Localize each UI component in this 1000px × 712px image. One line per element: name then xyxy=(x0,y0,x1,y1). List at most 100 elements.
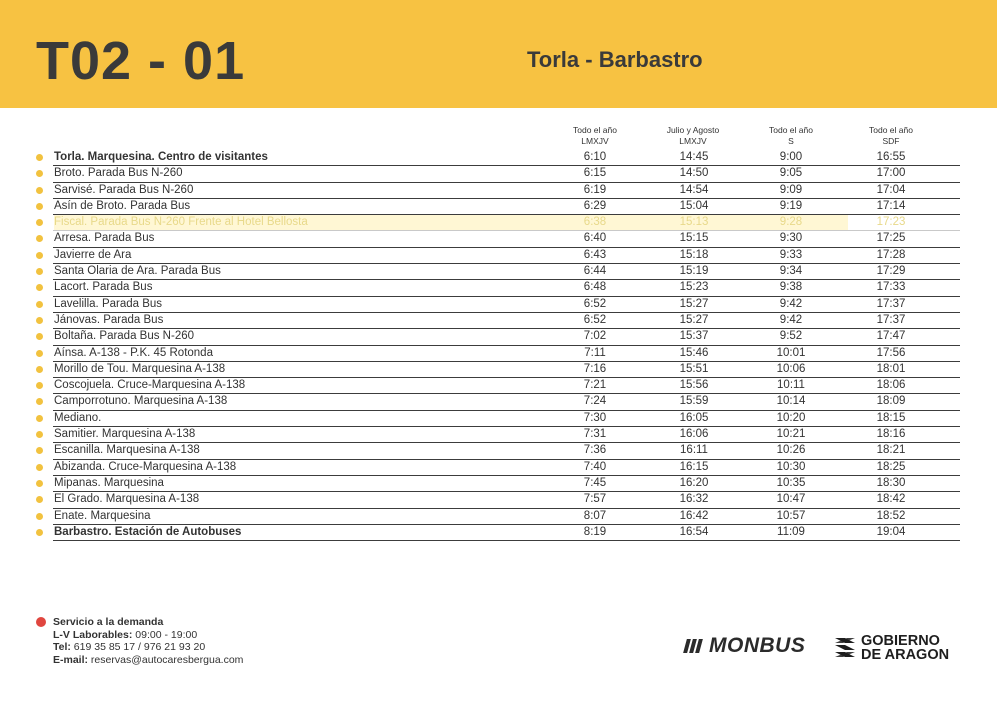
departure-time: 17:23 xyxy=(876,216,906,229)
departure-time: 10:06 xyxy=(776,362,806,375)
departure-time: 10:30 xyxy=(776,460,806,473)
stop-dot-icon xyxy=(36,496,43,504)
departure-time: 7:31 xyxy=(583,428,607,441)
departure-time: 7:30 xyxy=(583,411,607,424)
stop-name: Aínsa. A-138 - P.K. 45 Rotonda xyxy=(54,346,213,359)
stop-name: Coscojuela. Cruce-Marquesina A-138 xyxy=(54,379,246,392)
departure-time: 15:04 xyxy=(679,199,709,212)
table-row: Broto. Parada Bus N-260 6:15 14:50 9:05 17:0… xyxy=(30,166,960,183)
table-row: Boltaña. Parada Bus N-260 7:02 15:37 9:52 17… xyxy=(30,329,960,346)
table-row: Aínsa. A-138 - P.K. 45 Rotonda 7:11 15:46 1… xyxy=(30,346,960,362)
table-row: Mipanas. Marquesina 7:45 16:20 10:35 18:30 xyxy=(30,476,960,493)
column-header-2: Todo el año S xyxy=(746,125,836,147)
stop-name: Camporrotuno. Marquesina A-138 xyxy=(54,395,228,408)
departure-time: 9:42 xyxy=(779,313,803,326)
departure-time: 7:45 xyxy=(583,476,607,489)
departure-time: 18:52 xyxy=(876,509,906,522)
column-header-line1: Todo el año xyxy=(869,125,913,135)
departure-time: 18:16 xyxy=(876,428,906,441)
departure-time: 16:32 xyxy=(679,493,709,506)
service-phone: Tel: 619 35 85 17 / 976 21 93 20 xyxy=(53,641,243,654)
departure-time: 18:42 xyxy=(876,493,906,506)
table-row: Escanilla. Marquesina A-138 7:36 16:11 10:2… xyxy=(30,443,960,460)
departure-time: 17:25 xyxy=(876,232,906,245)
table-row: Lavelilla. Parada Bus 6:52 15:27 9:42 17:37 xyxy=(30,297,960,313)
stop-name: Samitier. Marquesina A-138 xyxy=(54,428,196,441)
departure-time: 6:52 xyxy=(583,297,607,310)
departure-time: 10:20 xyxy=(776,411,806,424)
departure-time: 10:26 xyxy=(776,444,806,457)
stop-dot-icon xyxy=(36,447,43,455)
table-row: Torla. Marquesina. Centro de visitantes 6… xyxy=(30,150,960,167)
row-divider xyxy=(53,197,960,199)
table-row: Barbastro. Estación de Autobuses 8:19 16:5… xyxy=(30,525,960,542)
stop-name: Boltaña. Parada Bus N-260 xyxy=(54,330,195,343)
departure-time: 18:01 xyxy=(876,362,906,375)
header-banner: T02 - 01 Torla - Barbastro xyxy=(0,0,997,108)
monbus-wordmark: MONBUS xyxy=(709,634,806,657)
row-divider xyxy=(53,393,960,395)
line-code: T02 - 01 xyxy=(36,31,246,91)
departure-time: 7:36 xyxy=(583,444,607,457)
column-header-0: Todo el año LMXJV xyxy=(550,125,640,147)
stop-dot-icon xyxy=(36,382,43,390)
departure-time: 17:28 xyxy=(876,248,906,261)
table-row: Coscojuela. Cruce-Marquesina A-138 7:21 15… xyxy=(30,378,960,395)
departure-time: 6:19 xyxy=(583,183,607,196)
departure-time: 17:56 xyxy=(876,346,906,359)
row-divider xyxy=(53,295,960,297)
departure-time: 10:35 xyxy=(776,476,806,489)
row-divider xyxy=(53,507,960,509)
row-divider xyxy=(53,426,960,428)
hours-value: 09:00 - 19:00 xyxy=(132,628,198,641)
gobierno-line1: GOBIERNO xyxy=(861,633,940,649)
departure-time: 14:50 xyxy=(679,167,709,180)
stop-name: Asín de Broto. Parada Bus xyxy=(54,199,191,212)
monbus-bars-icon xyxy=(683,639,705,653)
row-divider xyxy=(53,474,960,476)
stop-name: Fiscal. Parada Bus N-260 Frente al Hotel… xyxy=(54,216,308,229)
departure-time: 15:27 xyxy=(679,297,709,310)
row-divider xyxy=(53,279,960,281)
departure-time: 16:11 xyxy=(680,444,708,457)
departure-time: 7:57 xyxy=(583,493,607,506)
departure-time: 15:56 xyxy=(679,379,709,392)
departure-time: 17:37 xyxy=(876,297,906,310)
stop-name: Santa Olaria de Ara. Parada Bus xyxy=(54,265,221,278)
row-divider xyxy=(53,328,960,330)
table-row: Asín de Broto. Parada Bus 6:29 15:04 9:19 17… xyxy=(30,199,960,216)
departure-time: 19:04 xyxy=(876,525,906,538)
departure-time: 15:51 xyxy=(679,362,709,375)
stop-dot-icon xyxy=(36,528,43,536)
column-header-line2: SDF xyxy=(882,136,900,146)
table-row: Javierre de Ara 6:43 15:18 9:33 17:28 xyxy=(30,248,960,265)
gobierno-line2: DE ARAGON xyxy=(861,647,950,663)
departure-time: 18:21 xyxy=(876,444,906,457)
departure-time: 9:09 xyxy=(779,183,803,196)
stop-name: Barbastro. Estación de Autobuses xyxy=(54,525,242,538)
table-row: Arresa. Parada Bus 6:40 15:15 9:30 17:25 xyxy=(30,231,960,248)
stop-dot-icon xyxy=(36,463,43,471)
stop-dot-icon xyxy=(36,300,43,308)
departure-time: 8:07 xyxy=(583,509,607,522)
table-row: Jánovas. Parada Bus 6:52 15:27 9:42 17:37 xyxy=(30,313,960,330)
departure-time: 15:46 xyxy=(679,346,709,359)
gobierno-wordmark: GOBIERNO DE ARAGON xyxy=(861,633,950,663)
monbus-logo: MONBUS xyxy=(683,634,805,658)
stop-name: Javierre de Ara xyxy=(54,248,132,261)
departure-time: 15:23 xyxy=(679,281,709,294)
departure-time: 6:43 xyxy=(583,248,607,261)
table-row: Camporrotuno. Marquesina A-138 7:24 15:59 1… xyxy=(30,394,960,411)
row-divider xyxy=(53,540,960,542)
departure-time: 6:10 xyxy=(583,151,607,163)
demand-service-dot xyxy=(36,617,46,627)
table-row: El Grado. Marquesina A-138 7:57 16:32 10:47… xyxy=(30,492,960,509)
table-row: Mediano. 7:30 16:05 10:20 18:15 xyxy=(30,411,960,428)
departure-time: 9:34 xyxy=(779,265,803,278)
departure-time: 16:55 xyxy=(876,151,906,163)
departure-time: 7:21 xyxy=(583,379,607,392)
departure-time: 9:19 xyxy=(779,199,803,212)
stop-dot-icon xyxy=(36,316,43,324)
row-divider xyxy=(53,344,960,346)
column-header-line2: LMXJV xyxy=(679,136,707,146)
